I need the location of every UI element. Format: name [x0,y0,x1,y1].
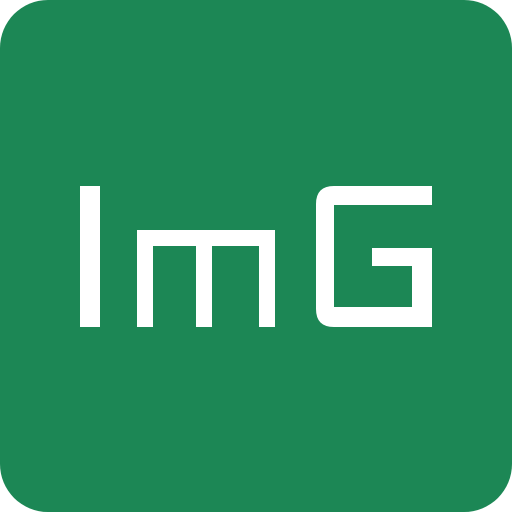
logo-letter-m [137,230,275,327]
logo-letter-i [80,186,100,327]
logo-letter-g [316,186,432,327]
